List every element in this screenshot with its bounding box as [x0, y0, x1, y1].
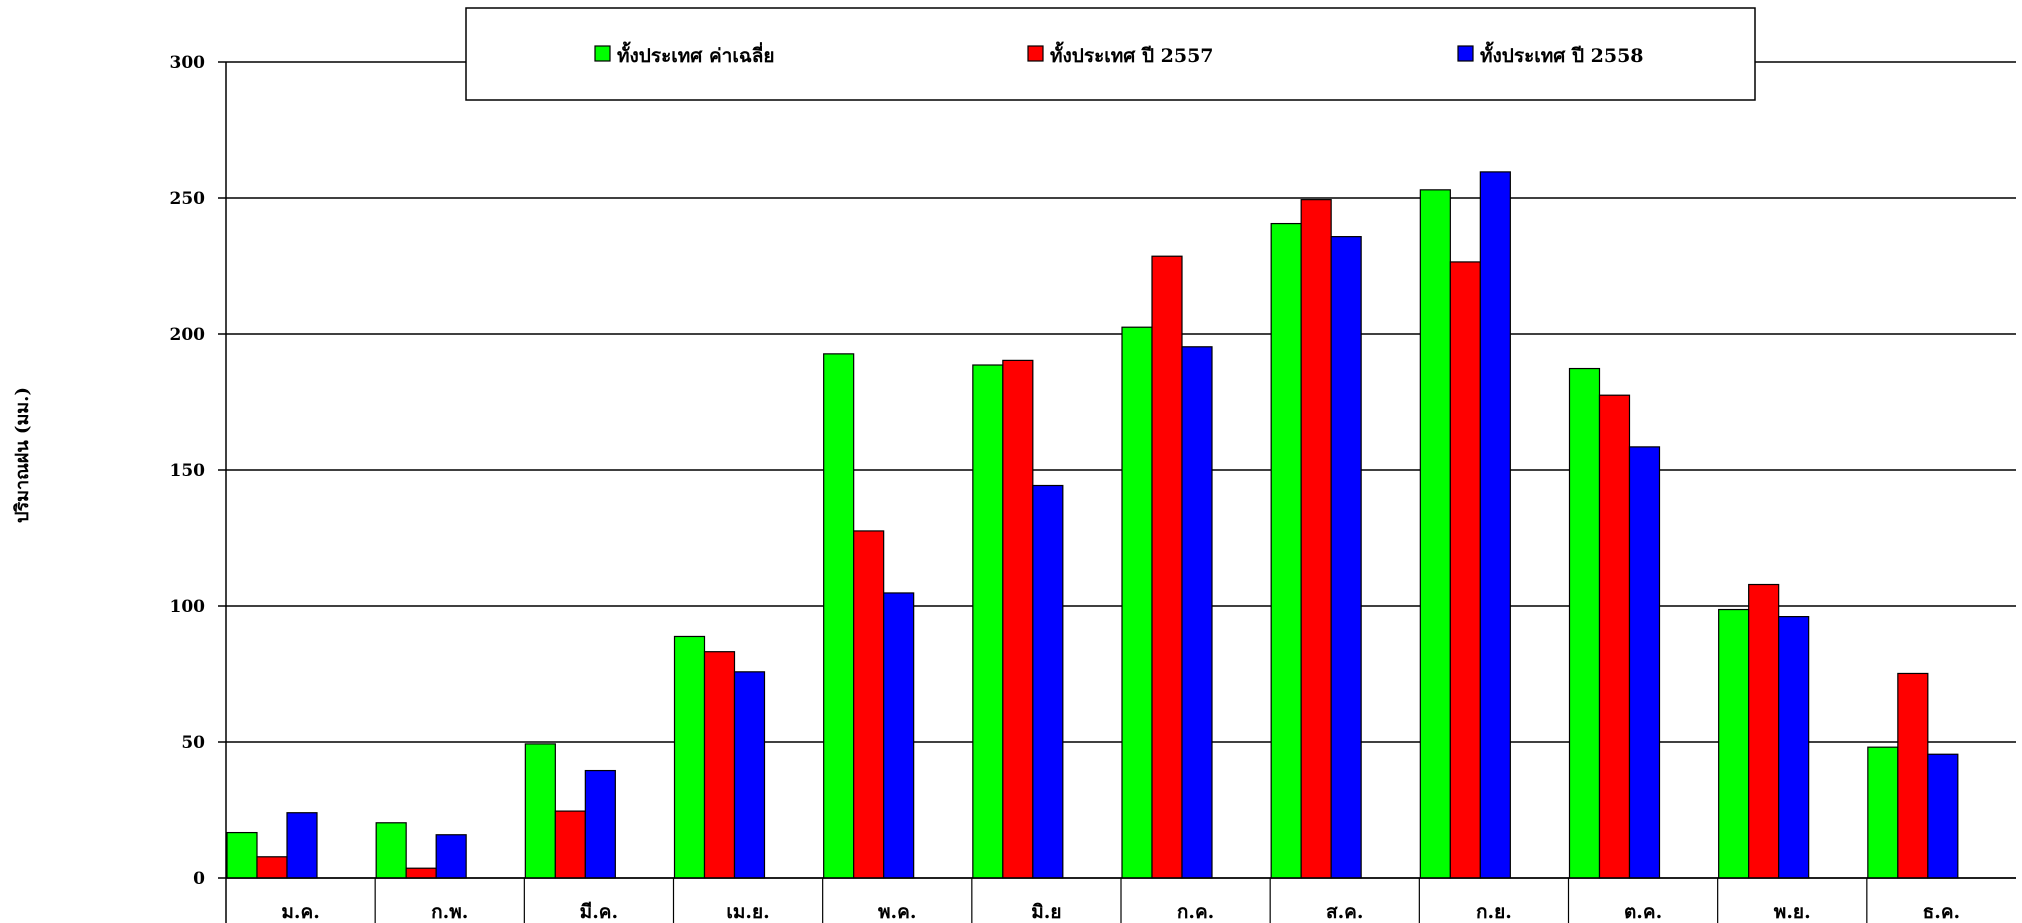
- legend-swatch: [1457, 45, 1474, 62]
- y-tick-label: 300: [170, 53, 206, 73]
- bar: [286, 812, 318, 879]
- x-tick-label: พ.ค.: [878, 901, 916, 923]
- legend-label: ทั้งประเทศ ค่าเฉลี่ย: [617, 41, 775, 67]
- bar: [1181, 346, 1213, 879]
- bar: [1270, 222, 1302, 879]
- bar: [226, 831, 258, 879]
- bar: [823, 353, 855, 879]
- bar: [853, 530, 885, 879]
- bar: [1121, 326, 1153, 879]
- bar: [1867, 746, 1899, 879]
- x-tick-label: ก.ค.: [1177, 901, 1214, 923]
- bar: [1419, 189, 1451, 879]
- bar: [1300, 199, 1332, 879]
- bar: [584, 769, 616, 879]
- bar: [1927, 753, 1959, 879]
- bar: [554, 810, 586, 879]
- legend: ทั้งประเทศ ค่าเฉลี่ย ทั้งประเทศ ปี 2557 ทั…: [465, 7, 1756, 101]
- x-tick-label: ม.ค.: [281, 901, 319, 923]
- bar: [1748, 583, 1780, 879]
- bar: [1151, 255, 1183, 879]
- y-tick-label: 100: [170, 597, 206, 617]
- bar: [1778, 616, 1810, 879]
- x-tick-label: ก.พ.: [431, 901, 468, 923]
- bar: [673, 635, 706, 879]
- bar: [1330, 236, 1362, 879]
- x-tick-label: มิ.ย: [1031, 901, 1061, 923]
- bar: [733, 671, 766, 879]
- axes: 0 50 100 150 200 250 300 ม.ค. ก.พ. มี.ค. เม.ย. พ.ค.…: [170, 53, 2016, 923]
- x-tick-label: มี.ค.: [580, 901, 618, 923]
- bar: [524, 743, 556, 879]
- y-tick-label: 200: [170, 325, 206, 345]
- x-tick-label: ธ.ค.: [1923, 901, 1961, 923]
- bar: [1568, 367, 1601, 879]
- bar: [1628, 446, 1661, 879]
- bar: [1449, 261, 1481, 879]
- y-tick-label: 50: [181, 733, 205, 753]
- bar: [883, 592, 915, 879]
- y-axis-label: ปริมาณฝน (มม.): [12, 387, 33, 523]
- bar: [1479, 171, 1511, 879]
- bar: [435, 834, 467, 879]
- x-tick-label: ต.ค.: [1624, 901, 1662, 923]
- bar: [405, 867, 437, 879]
- y-tick-label: 150: [170, 461, 206, 481]
- legend-swatch: [1027, 45, 1044, 62]
- x-tick-label: พ.ย.: [1774, 901, 1811, 923]
- legend-label: ทั้งประเทศ ปี 2558: [1480, 41, 1644, 67]
- bar: [1598, 394, 1631, 879]
- bar: [375, 822, 407, 879]
- bar: [256, 856, 288, 879]
- x-tick-label: ก.ย.: [1476, 901, 1512, 923]
- legend-box: [465, 7, 1756, 101]
- bar: [1002, 359, 1034, 879]
- bar: [1032, 484, 1064, 879]
- legend-label: ทั้งประเทศ ปี 2557: [1050, 41, 1214, 67]
- x-tick-label: ส.ค.: [1326, 901, 1364, 923]
- bars: [226, 171, 1959, 879]
- x-tick-label: เม.ย.: [726, 901, 769, 923]
- legend-swatch: [594, 45, 611, 62]
- bar: [972, 364, 1004, 879]
- y-tick-label: 0: [193, 869, 205, 889]
- bar: [1718, 608, 1750, 879]
- bar: [703, 651, 736, 879]
- bar: [1897, 672, 1929, 879]
- y-tick-label: 250: [170, 189, 206, 209]
